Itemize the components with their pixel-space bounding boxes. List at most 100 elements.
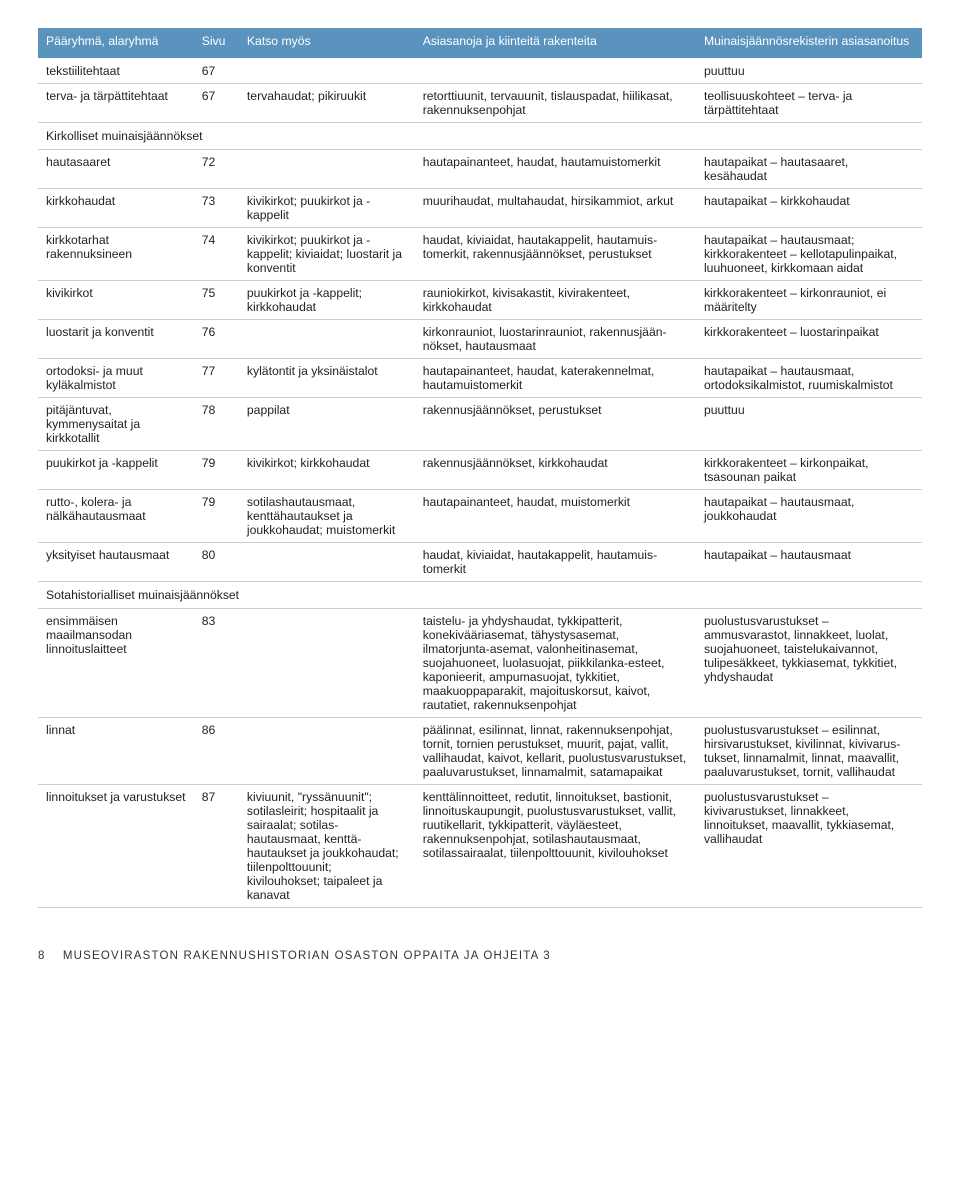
table-row: luostarit ja konventit76 kirkonrauniot, l…	[38, 320, 922, 359]
cell-group: kivikirkot	[38, 281, 194, 320]
table-row: linnoitukset ja varustukset87kiviuunit, …	[38, 785, 922, 908]
cell-seealso	[239, 718, 415, 785]
cell-keywords: rauniokirkot, kivisakastit, kivirakentee…	[415, 281, 696, 320]
cell-register: puuttuu	[696, 59, 922, 84]
cell-group: terva- ja tärpättiteh­taat	[38, 84, 194, 123]
cell-page: 75	[194, 281, 239, 320]
table-row: kirkkotarhat rakennuksineen74kivikirkot;…	[38, 228, 922, 281]
cell-page: 86	[194, 718, 239, 785]
cell-page: 78	[194, 398, 239, 451]
cell-group: kirkkotarhat rakennuksineen	[38, 228, 194, 281]
cell-register: hautapaikat – hautaus­maat; kirkkorakent…	[696, 228, 922, 281]
cell-register: teollisuuskohteet – terva- ja tärpättite…	[696, 84, 922, 123]
cell-register: puolustusvarustukset – ammusvarastot, li…	[696, 609, 922, 718]
cell-keywords: rakennusjäännökset, kirkkohaudat	[415, 451, 696, 490]
cell-register: hautapaikat – kirkkohau­dat	[696, 189, 922, 228]
header-keywords: Asiasanoja ja kiinteitä rakenteita	[415, 28, 696, 59]
cell-seealso: kiviuunit, "ryssänuunit"; sotilasleirit;…	[239, 785, 415, 908]
cell-page: 83	[194, 609, 239, 718]
cell-register: kirkkorakenteet – kirkon­paikat, tsasoun…	[696, 451, 922, 490]
cell-register: puolustusvarustukset – kivivarustukset, …	[696, 785, 922, 908]
table-row: terva- ja tärpättiteh­taat67tervahaudat;…	[38, 84, 922, 123]
section-label: Kirkolliset muinaisjäännökset	[38, 123, 922, 150]
table-row: kirkkohaudat73kivikirkot; puukirkot ja -…	[38, 189, 922, 228]
reference-table: Pääryhmä, alaryhmä Sivu Katso myös Asias…	[38, 28, 922, 908]
cell-page: 87	[194, 785, 239, 908]
header-page: Sivu	[194, 28, 239, 59]
cell-page: 76	[194, 320, 239, 359]
table-row: yksityiset hautaus­maat80 haudat, kiviaid…	[38, 543, 922, 582]
cell-keywords: taistelu- ja yhdyshaudat, tykkipatterit,…	[415, 609, 696, 718]
cell-seealso	[239, 150, 415, 189]
cell-register: puuttuu	[696, 398, 922, 451]
cell-seealso	[239, 59, 415, 84]
cell-group: kirkkohaudat	[38, 189, 194, 228]
cell-seealso: kivikirkot; kirkkohau­dat	[239, 451, 415, 490]
header-register: Muinaisjäännösrekisterin asiasanoitus	[696, 28, 922, 59]
page-number: 8	[38, 950, 44, 962]
cell-register: puolustusvarustukset – esilinnat, hirsiv…	[696, 718, 922, 785]
cell-group: linnoitukset ja varustukset	[38, 785, 194, 908]
table-row: linnat86päälinnat, esilinnat, linnat, ra…	[38, 718, 922, 785]
cell-page: 79	[194, 451, 239, 490]
header-group: Pääryhmä, alaryhmä	[38, 28, 194, 59]
table-row: pitäjäntuvat, kymmenysaitat ja kirkkotal…	[38, 398, 922, 451]
cell-register: hautapaikat – hautasaa­ret, kesähaudat	[696, 150, 922, 189]
cell-keywords: kenttälinnoitteet, redutit, linnoitukset…	[415, 785, 696, 908]
cell-seealso: sotilashautausmaat, kenttähautaukset ja …	[239, 490, 415, 543]
cell-page: 73	[194, 189, 239, 228]
cell-register: hautapaikat – hautaus­maat, joukkohaudat	[696, 490, 922, 543]
cell-group: rutto-, kolera- ja nälkähautausmaat	[38, 490, 194, 543]
cell-group: pitäjäntuvat, kymmenysaitat ja kirkkotal…	[38, 398, 194, 451]
cell-seealso: kivikirkot; puukirkot ja -kappelit; kivi…	[239, 228, 415, 281]
cell-group: hautasaaret	[38, 150, 194, 189]
cell-keywords: rakennusjäännökset, perustukset	[415, 398, 696, 451]
cell-page: 79	[194, 490, 239, 543]
cell-keywords: retorttiuunit, tervauunit, tislauspadat,…	[415, 84, 696, 123]
cell-register: kirkkorakenteet – kirkonrauniot, ei määr…	[696, 281, 922, 320]
table-row: rutto-, kolera- ja nälkähautausmaat79sot…	[38, 490, 922, 543]
cell-seealso	[239, 543, 415, 582]
cell-page: 80	[194, 543, 239, 582]
cell-keywords: muurihaudat, multahaudat, hirsikammiot, …	[415, 189, 696, 228]
cell-page: 67	[194, 84, 239, 123]
cell-keywords: kirkonrauniot, luostarinrauniot, rakennu…	[415, 320, 696, 359]
section-row: Sotahistorialliset muinaisjäännökset	[38, 582, 922, 609]
cell-keywords	[415, 59, 696, 84]
cell-seealso	[239, 320, 415, 359]
cell-group: ensimmäisen maailmansodan linnoituslaitt…	[38, 609, 194, 718]
table-row: ortodoksi- ja muut kyläkalmistot77kyläto…	[38, 359, 922, 398]
cell-seealso	[239, 609, 415, 718]
cell-keywords: hautapainanteet, haudat, katerakennelmat…	[415, 359, 696, 398]
cell-group: luostarit ja konventit	[38, 320, 194, 359]
cell-page: 67	[194, 59, 239, 84]
cell-keywords: hautapainanteet, haudat, muistomerkit	[415, 490, 696, 543]
table-row: puukirkot ja -kappelit79kivikirkot; kirk…	[38, 451, 922, 490]
cell-register: hautapaikat – hautaus­maat	[696, 543, 922, 582]
cell-seealso: kivikirkot; puukirkot ja -kappelit	[239, 189, 415, 228]
table-row: ensimmäisen maailmansodan linnoituslaitt…	[38, 609, 922, 718]
cell-page: 72	[194, 150, 239, 189]
table-row: kivikirkot75puukirkot ja -kappelit; kirk…	[38, 281, 922, 320]
cell-seealso: kylätontit ja yksinäistalot	[239, 359, 415, 398]
cell-group: linnat	[38, 718, 194, 785]
table-row: tekstiilitehtaat67 puuttuu	[38, 59, 922, 84]
cell-group: puukirkot ja -kappelit	[38, 451, 194, 490]
cell-seealso: puukirkot ja -kappelit; kirkkohaudat	[239, 281, 415, 320]
page-footer: 8 MUSEOVIRASTON RAKENNUSHISTORIAN OSASTO…	[38, 950, 922, 962]
header-seealso: Katso myös	[239, 28, 415, 59]
table-header-row: Pääryhmä, alaryhmä Sivu Katso myös Asias…	[38, 28, 922, 59]
cell-register: hautapaikat – hautaus­maat, ortodoksikal…	[696, 359, 922, 398]
section-label: Sotahistorialliset muinaisjäännökset	[38, 582, 922, 609]
cell-group: ortodoksi- ja muut kyläkalmistot	[38, 359, 194, 398]
cell-keywords: haudat, kiviaidat, hautakappelit, hautam…	[415, 228, 696, 281]
cell-seealso: tervahaudat; pikiruukit	[239, 84, 415, 123]
cell-group: tekstiilitehtaat	[38, 59, 194, 84]
cell-keywords: haudat, kiviaidat, hautakappelit, hautam…	[415, 543, 696, 582]
cell-group: yksityiset hautaus­maat	[38, 543, 194, 582]
cell-register: kirkkorakenteet – luostarinpaikat	[696, 320, 922, 359]
table-row: hautasaaret72 hautapainanteet, haudat, ha…	[38, 150, 922, 189]
cell-keywords: hautapainanteet, haudat, hautamuistomerk…	[415, 150, 696, 189]
cell-page: 74	[194, 228, 239, 281]
cell-seealso: pappilat	[239, 398, 415, 451]
